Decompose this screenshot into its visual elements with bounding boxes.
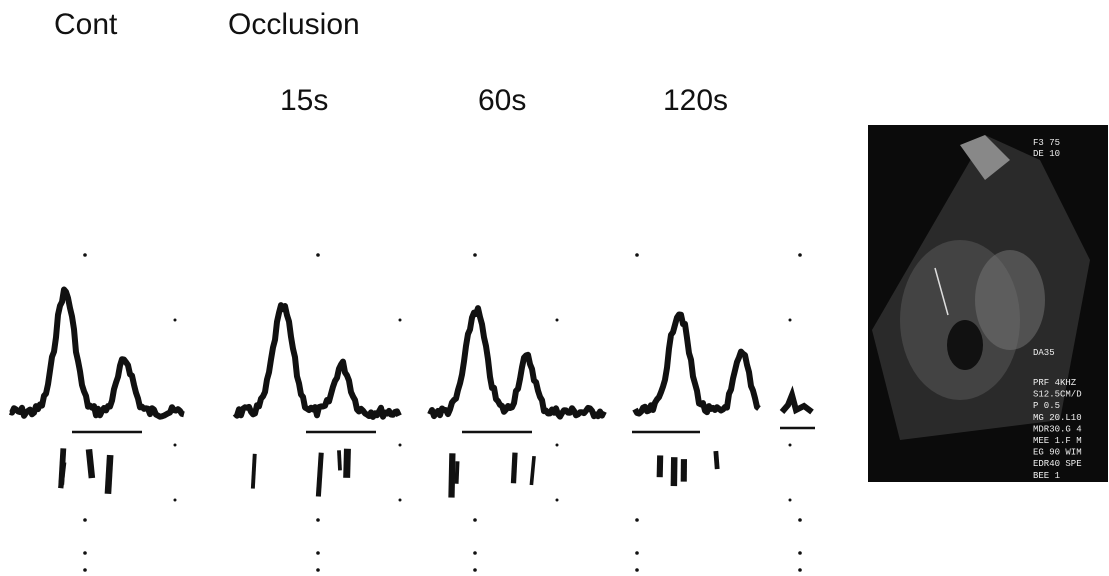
waveform: [779, 385, 814, 415]
grid-dot: [173, 318, 177, 322]
time-label: 15s: [280, 84, 328, 117]
grid-dot: [635, 551, 639, 555]
grid-dot: [555, 443, 559, 447]
reverse-flow: [337, 450, 342, 471]
grid-dot: [398, 318, 402, 322]
echo-setting: EG 90 WIM: [1033, 448, 1082, 458]
waveform: [232, 302, 402, 420]
echo-header: F3 75: [1033, 138, 1060, 148]
reverse-flow: [510, 452, 518, 484]
grid-dot: [788, 318, 792, 322]
echo-setting: MG 20.L10: [1033, 413, 1082, 423]
grid-dot: [316, 253, 320, 257]
control-label: Cont: [54, 8, 118, 41]
grid-dot: [83, 568, 87, 572]
reverse-flow: [713, 450, 720, 470]
echo-setting: EDR40 SPE: [1033, 459, 1082, 469]
reverse-flow: [529, 455, 536, 486]
reverse-flow: [454, 461, 460, 484]
grid-dot: [316, 568, 320, 572]
grid-dot: [398, 498, 402, 502]
echo-setting: S12.5CM/D: [1033, 390, 1082, 400]
grid-dot: [173, 443, 177, 447]
grid-dot: [788, 498, 792, 502]
reverse-flow: [85, 449, 96, 479]
reverse-flow: [250, 453, 257, 489]
waveform: [9, 286, 185, 420]
grid-dot: [316, 551, 320, 555]
echo-setting: P 0.5: [1033, 401, 1060, 411]
grid-dot: [83, 253, 87, 257]
echo-marker: DA35: [1033, 348, 1055, 358]
reverse-flow: [104, 454, 114, 495]
time-label: 60s: [478, 84, 526, 117]
grid-dot: [635, 253, 639, 257]
reverse-flow: [448, 453, 456, 498]
echo-setting: MDR30.G 4: [1033, 424, 1082, 434]
grid-dot: [83, 518, 87, 522]
occlusion-label: Occlusion: [228, 8, 360, 41]
echo-setting: PRF 4KHZ: [1033, 378, 1077, 388]
grid-dot: [798, 568, 802, 572]
grid-dot: [555, 318, 559, 322]
time-label: 120s: [663, 84, 728, 117]
echo-image: [868, 125, 1108, 482]
echo-setting: MEE 1.F M: [1033, 436, 1082, 446]
grid-dot: [788, 443, 792, 447]
grid-dot: [555, 498, 559, 502]
waveform: [632, 311, 761, 417]
grid-dot: [473, 551, 477, 555]
grid-dot: [635, 518, 639, 522]
echo-setting: BEE 1: [1033, 471, 1060, 481]
grid-dot: [473, 518, 477, 522]
echo-header: DE 10: [1033, 149, 1060, 159]
grid-dot: [473, 568, 477, 572]
grid-dot: [83, 551, 87, 555]
grid-dot: [798, 518, 802, 522]
reverse-flow: [315, 452, 324, 497]
grid-dot: [798, 551, 802, 555]
reverse-flow: [58, 448, 67, 485]
echo-overlay: F3 75 DE 10 DA35 PRF 4KHZ S12.5CM/DP 0.5 M…: [1033, 138, 1082, 481]
grid-dot: [398, 443, 402, 447]
grid-dot: [173, 498, 177, 502]
grid-dot: [798, 253, 802, 257]
waveform: [427, 305, 607, 420]
grid-dot: [473, 253, 477, 257]
reverse-flow: [343, 448, 351, 478]
grid-dot: [316, 518, 320, 522]
grid-dot: [635, 568, 639, 572]
doppler-traces: [9, 253, 815, 572]
